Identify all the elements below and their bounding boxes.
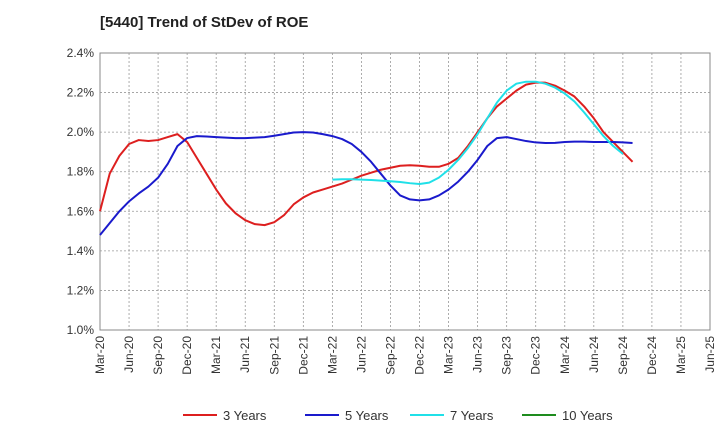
y-tick-label: 2.4% bbox=[67, 46, 95, 60]
chart-title: [5440] Trend of StDev of ROE bbox=[100, 14, 309, 31]
x-tick-label: Mar-20 bbox=[93, 336, 107, 374]
x-tick-label: Mar-22 bbox=[325, 336, 339, 374]
series-line-5-years bbox=[99, 131, 633, 236]
x-tick-label: Dec-22 bbox=[413, 336, 427, 375]
legend-label: 7 Years bbox=[450, 408, 494, 423]
legend-label: 3 Years bbox=[223, 408, 267, 423]
x-tick-label: Mar-25 bbox=[674, 336, 688, 374]
y-tick-label: 2.0% bbox=[67, 125, 95, 139]
x-tick-label: Sep-23 bbox=[500, 336, 514, 375]
x-tick-label: Sep-22 bbox=[383, 336, 397, 375]
y-tick-label: 1.6% bbox=[67, 204, 95, 218]
legend-label: 10 Years bbox=[562, 408, 613, 423]
legend-label: 5 Years bbox=[345, 408, 389, 423]
x-tick-label: Sep-20 bbox=[151, 336, 165, 375]
x-tick-label: Sep-24 bbox=[616, 336, 630, 375]
x-tick-label: Jun-20 bbox=[122, 336, 136, 373]
x-tick-label: Jun-24 bbox=[587, 336, 601, 373]
y-tick-label: 1.0% bbox=[67, 323, 95, 337]
y-tick-label: 1.8% bbox=[67, 165, 95, 179]
x-tick-label: Jun-21 bbox=[238, 336, 252, 373]
x-tick-label: Mar-24 bbox=[558, 336, 572, 374]
series-line-7-years bbox=[332, 80, 624, 185]
y-tick-label: 2.2% bbox=[67, 86, 95, 100]
x-tick-label: Dec-24 bbox=[645, 336, 659, 375]
plot-area bbox=[99, 52, 711, 331]
x-tick-label: Jun-25 bbox=[703, 336, 717, 373]
x-tick-label: Dec-23 bbox=[529, 336, 543, 375]
x-tick-label: Sep-21 bbox=[267, 336, 281, 375]
y-tick-label: 1.4% bbox=[67, 244, 95, 258]
x-tick-label: Jun-23 bbox=[471, 336, 485, 373]
x-tick-label: Jun-22 bbox=[354, 336, 368, 373]
x-tick-label: Dec-20 bbox=[180, 336, 194, 375]
y-tick-label: 1.2% bbox=[67, 283, 95, 297]
x-tick-label: Dec-21 bbox=[296, 336, 310, 375]
x-tick-label: Mar-23 bbox=[442, 336, 456, 374]
x-tick-label: Mar-21 bbox=[209, 336, 223, 374]
